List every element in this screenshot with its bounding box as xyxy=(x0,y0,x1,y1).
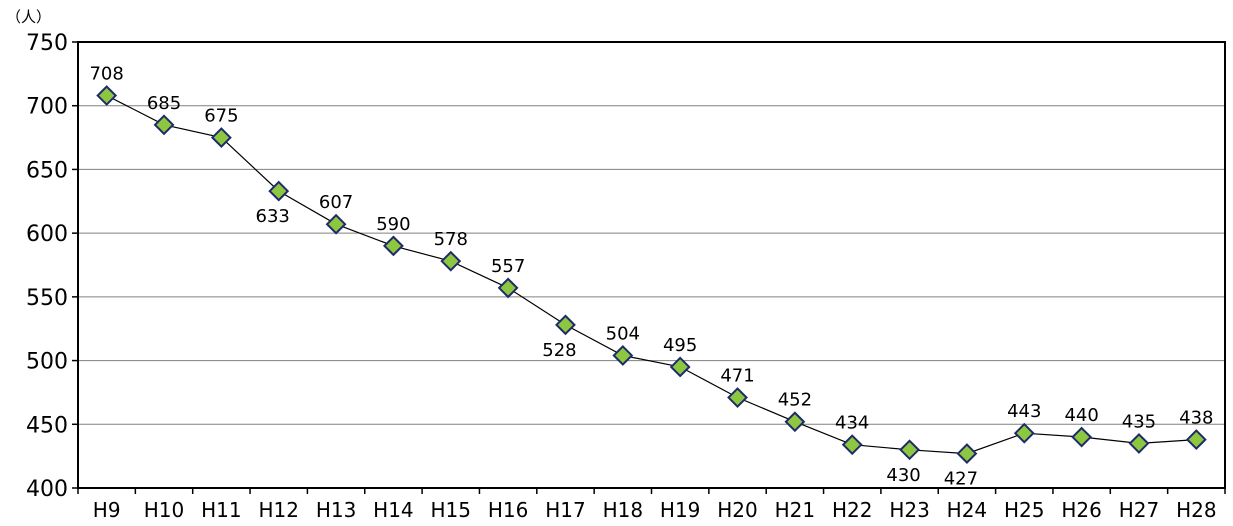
x-tick-label: H17 xyxy=(545,498,586,522)
data-label: 685 xyxy=(147,93,181,114)
x-tick-label: H14 xyxy=(373,498,414,522)
y-tick-label: 450 xyxy=(26,413,68,438)
data-label: 578 xyxy=(434,229,468,250)
y-tick-label: 500 xyxy=(26,350,68,375)
data-labels: 708 685 675 633 607 590 578 557 528 504 495 471 452 4… xyxy=(89,64,1213,490)
x-tick-label: H25 xyxy=(1004,498,1045,522)
data-label: 435 xyxy=(1122,411,1156,432)
data-label: 440 xyxy=(1064,405,1098,426)
y-tick-label: 750 xyxy=(26,31,68,56)
plot-area-frame xyxy=(77,41,1226,489)
data-label: 427 xyxy=(944,469,978,490)
x-tick-label: H21 xyxy=(775,498,816,522)
x-tick-label: H24 xyxy=(947,498,988,522)
data-label: 675 xyxy=(204,106,238,127)
y-axis-ticks: 400 450 500 550 600 650 700 750 xyxy=(26,31,78,502)
data-label: 434 xyxy=(835,413,869,434)
data-point-marker xyxy=(268,180,290,202)
y-tick-label: 400 xyxy=(26,477,68,502)
series-markers xyxy=(96,85,1207,465)
data-label: 471 xyxy=(720,366,754,387)
data-point-marker xyxy=(1013,422,1035,444)
data-point-marker xyxy=(669,356,691,378)
y-unit-label: （人） xyxy=(6,8,51,26)
data-point-marker xyxy=(555,314,576,336)
data-label: 528 xyxy=(542,340,576,361)
x-tick-label: H12 xyxy=(258,498,299,522)
x-axis-ticks: H9 H10 H11 H12 H13 H14 H15 H16 H17 H18 H19 H20 H21 H2… xyxy=(77,488,1226,522)
data-label: 708 xyxy=(89,64,123,85)
y-tick-label: 650 xyxy=(26,158,68,183)
data-point-marker xyxy=(1071,426,1093,448)
x-tick-label: H13 xyxy=(316,498,357,522)
data-point-marker xyxy=(956,443,978,465)
data-point-marker xyxy=(841,434,863,456)
x-tick-label: H28 xyxy=(1176,498,1217,522)
data-point-marker xyxy=(210,127,232,148)
x-tick-label: H9 xyxy=(93,498,121,522)
data-label: 443 xyxy=(1007,401,1041,422)
data-point-marker xyxy=(784,411,806,433)
x-tick-label: H18 xyxy=(603,498,644,522)
data-label: 607 xyxy=(319,192,353,213)
x-tick-label: H27 xyxy=(1119,498,1160,522)
data-label: 495 xyxy=(663,335,697,356)
data-point-marker xyxy=(440,250,462,272)
series-line xyxy=(106,94,1197,455)
series-line-path xyxy=(106,94,1197,455)
data-label: 430 xyxy=(886,465,920,486)
x-tick-label: H20 xyxy=(717,498,758,522)
x-tick-label: H11 xyxy=(201,498,242,522)
data-label: 452 xyxy=(778,390,812,411)
data-point-marker xyxy=(383,235,404,257)
x-tick-label: H26 xyxy=(1061,498,1102,522)
x-tick-label: H22 xyxy=(832,498,873,522)
data-label: 504 xyxy=(606,323,640,344)
data-point-marker xyxy=(612,345,634,366)
x-tick-label: H19 xyxy=(660,498,701,522)
data-point-marker xyxy=(497,277,519,299)
data-label: 557 xyxy=(491,256,525,277)
data-point-marker xyxy=(899,439,920,461)
data-point-marker xyxy=(1128,432,1150,454)
y-tick-label: 600 xyxy=(26,222,68,247)
data-point-marker xyxy=(325,213,347,235)
x-tick-label: H16 xyxy=(488,498,529,522)
data-point-marker xyxy=(1185,429,1207,450)
y-tick-label: 700 xyxy=(26,95,68,120)
data-label: 590 xyxy=(376,214,410,235)
y-tick-label: 550 xyxy=(26,286,68,311)
data-point-marker xyxy=(153,114,175,136)
x-tick-label: H15 xyxy=(431,498,472,522)
data-label: 438 xyxy=(1179,408,1213,429)
x-tick-label: H10 xyxy=(144,498,185,522)
data-label: 633 xyxy=(256,206,290,227)
data-point-marker xyxy=(727,387,748,408)
x-tick-label: H23 xyxy=(889,498,930,522)
data-point-marker xyxy=(96,85,118,106)
gridlines xyxy=(78,105,1225,425)
